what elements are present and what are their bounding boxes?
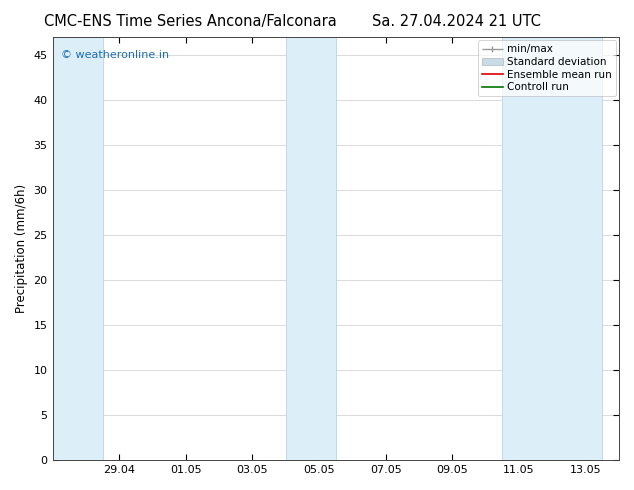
Y-axis label: Precipitation (mm/6h): Precipitation (mm/6h): [15, 184, 28, 313]
Bar: [3, 37, 103, 460]
Text: CMC-ENS Time Series Ancona/Falconara: CMC-ENS Time Series Ancona/Falconara: [44, 14, 337, 29]
Bar: [502, 37, 602, 460]
Legend: min/max, Standard deviation, Ensemble mean run, Controll run: min/max, Standard deviation, Ensemble me…: [478, 40, 616, 97]
Text: Sa. 27.04.2024 21 UTC: Sa. 27.04.2024 21 UTC: [372, 14, 541, 29]
Text: © weatheronline.in: © weatheronline.in: [61, 50, 169, 60]
Bar: [286, 37, 336, 460]
